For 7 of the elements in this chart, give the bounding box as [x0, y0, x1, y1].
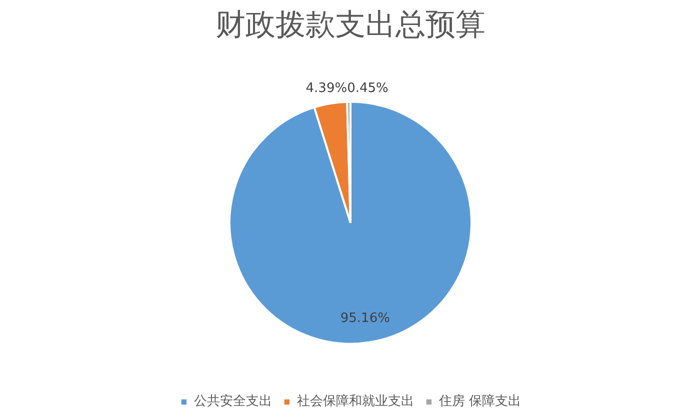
data-label: 0.45%: [347, 80, 388, 96]
chart-title: 财政拨款支出总预算: [216, 8, 486, 42]
legend-label: 住房 保障支出: [438, 393, 522, 410]
data-label: 95.16%: [340, 310, 390, 326]
legend-label: 公共安全支出: [194, 393, 272, 410]
legend-label: 社会保障和就业支出: [296, 393, 414, 410]
data-label: 4.39%: [306, 80, 348, 96]
